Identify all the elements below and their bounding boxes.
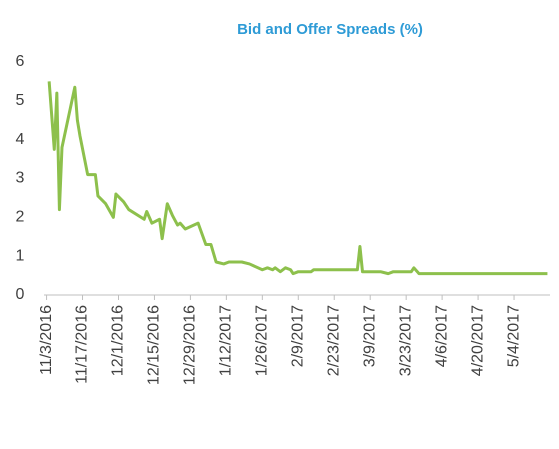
- x-tick-label: 5/4/2017: [505, 305, 522, 367]
- data-line: [47, 81, 548, 276]
- x-tick-label: 11/3/2016: [38, 305, 55, 375]
- chart-title: Bid and Offer Spreads (%): [237, 21, 423, 38]
- y-tick-label: 4: [16, 131, 25, 148]
- x-tick-label: 2/23/2017: [325, 305, 342, 376]
- y-tick-label: 3: [16, 170, 25, 187]
- x-tick-label: 12/15/2016: [146, 305, 163, 385]
- x-tick-label: 12/1/2016: [110, 305, 127, 376]
- x-tick-label: 3/23/2017: [397, 305, 414, 376]
- y-tick-label: 0: [16, 286, 25, 303]
- x-tick-label: 4/6/2017: [433, 305, 450, 367]
- x-tick-label: 12/29/2016: [182, 305, 199, 385]
- y-tick-label: 1: [16, 247, 25, 264]
- x-tick-label: 1/26/2017: [254, 305, 271, 376]
- x-tick-label: 11/17/2016: [74, 305, 91, 384]
- x-tick-label: 1/12/2017: [218, 305, 235, 376]
- x-tick-label: 3/9/2017: [361, 305, 378, 367]
- y-tick-label: 5: [16, 92, 25, 109]
- y-tick-label: 6: [16, 53, 25, 70]
- x-tick-label: 2/9/2017: [290, 305, 307, 367]
- y-tick-label: 2: [16, 209, 25, 226]
- x-tick-label: 4/20/2017: [469, 305, 486, 376]
